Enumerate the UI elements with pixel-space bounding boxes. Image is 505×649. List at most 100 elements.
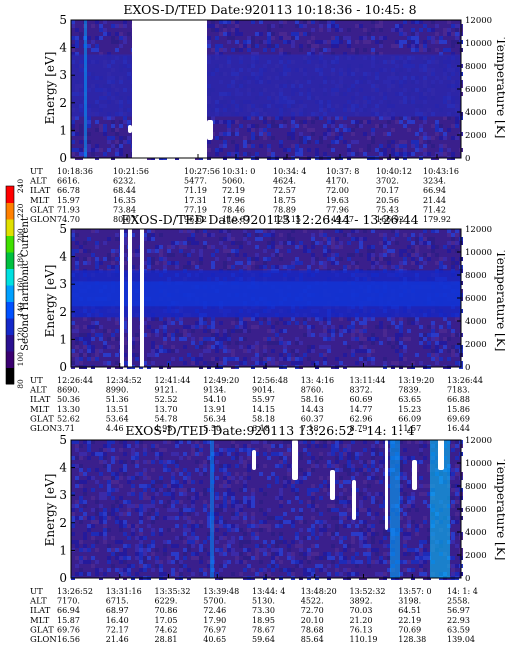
intensity-band (71, 54, 461, 117)
colorbar-cell (6, 219, 14, 236)
table-cell: 10:43:16 (423, 167, 459, 176)
table-cell: 15.97 (57, 196, 80, 205)
table-cell: 3.71 (57, 424, 75, 433)
table-cell: 16.35 (113, 196, 136, 205)
row-label: MLT (30, 196, 50, 206)
colorbar-tick-label: 100 (16, 352, 25, 367)
table-cell: 4522. (301, 597, 324, 606)
table-cell: 68.97 (106, 606, 129, 615)
table-cell: 10:37: 8 (326, 167, 359, 176)
colorbar-label: Second Harmonic Current (20, 217, 31, 351)
table-cell: 70.03 (350, 606, 373, 615)
colorbar: 80 100 120 140 160 180 200 220 240 Second Harmon… (5, 179, 31, 389)
table-cell: 69.69 (447, 414, 470, 423)
table-cell: 16.44 (447, 424, 470, 433)
y-tick-label: 1 (59, 123, 67, 137)
intensity-streak (84, 20, 87, 158)
y-right-tick-label: 10000 (465, 248, 492, 258)
y-right-tick-label: 8000 (465, 62, 487, 72)
table-cell: 3234. (423, 177, 446, 186)
table-cell: 18.95 (252, 616, 275, 625)
data-gap-blob (207, 120, 213, 140)
table-cell: 14.43 (301, 405, 324, 414)
row-label: GLON (30, 635, 57, 645)
table-cell: 13.51 (106, 405, 129, 414)
table-cell: 5477. (184, 177, 207, 186)
row-label: GLON (30, 424, 57, 434)
table-cell: 13:11:44 (350, 376, 386, 385)
table-cell: 28.81 (155, 635, 178, 644)
panel-2-title: EXOS-D/TED Date:920113 12:26:44 - 13:26:… (121, 212, 418, 227)
data-gap-blob (385, 440, 388, 530)
table-cell: 18.75 (273, 196, 296, 205)
colorbar-cell (6, 318, 14, 335)
table-cell: 166.92 (376, 215, 404, 224)
panel-3: EXOS-D/TED Date:920113 13:26:52 - 14: 1:… (29, 423, 505, 645)
table-cell: 13:35:32 (155, 587, 191, 596)
table-cell: 85.64 (301, 635, 324, 644)
table-cell: 73.84 (113, 205, 136, 214)
table-cell: 10:31: 0 (222, 167, 255, 176)
table-cell: 58.18 (252, 414, 275, 423)
table-cell: 68.44 (113, 186, 136, 195)
table-cell: 8760. (301, 386, 324, 395)
table-cell: 59.64 (252, 635, 275, 644)
table-cell: 73.30 (252, 606, 275, 615)
table-cell: 10:21:56 (113, 167, 149, 176)
table-cell: 8.79 (350, 424, 368, 433)
table-cell: 128.38 (398, 635, 426, 644)
data-gap (132, 20, 207, 158)
colorbar-tick-label: 180 (16, 253, 25, 268)
table-cell: 13:52:32 (350, 587, 386, 596)
table-cell: 66.94 (57, 606, 80, 615)
table-cell: 17.96 (222, 196, 245, 205)
table-cell: 40.65 (203, 635, 226, 644)
table-cell: 13:31:16 (106, 587, 142, 596)
table-cell: 5130. (252, 597, 275, 606)
table-cell: 56.34 (203, 414, 226, 423)
intensity-streak (430, 440, 450, 578)
panel-2: EXOS-D/TED Date:920113 12:26:44 - 13:26:… (29, 212, 505, 434)
orbit-table: UTALTILATMLTGLATGLON12:26:448690.50.3613… (29, 376, 483, 434)
table-cell: 13:26:44 (447, 376, 483, 385)
row-label: ILAT (30, 395, 51, 405)
row-label: GLON (30, 215, 57, 225)
row-label: ALT (29, 386, 47, 396)
table-cell: 110.19 (350, 635, 378, 644)
table-cell: 70.69 (398, 625, 421, 634)
table-cell: 55.97 (252, 395, 275, 404)
colorbar-tick-label: 80 (16, 379, 25, 389)
y-right-tick-label: 2000 (465, 551, 487, 561)
table-cell: 20.56 (376, 196, 399, 205)
data-gap-blob (128, 125, 132, 133)
data-gap-blob (438, 430, 444, 470)
table-cell: 17.05 (155, 616, 178, 625)
table-cell: 12:49:20 (203, 376, 239, 385)
table-cell: 69.76 (57, 625, 80, 634)
table-cell: 22.93 (447, 616, 470, 625)
row-label: GLAT (30, 205, 54, 215)
table-cell: 51.36 (106, 395, 129, 404)
data-gap (140, 229, 144, 367)
table-cell: 78.46 (222, 205, 245, 214)
table-cell: 50.36 (57, 395, 80, 404)
table-cell: 7170. (57, 597, 80, 606)
panel-1: EXOS-D/TED Date:920113 10:18:36 - 10:45:… (29, 2, 505, 225)
table-cell: 21.46 (106, 635, 129, 644)
table-cell: 52.52 (155, 395, 178, 404)
table-cell: 12:34:52 (106, 376, 142, 385)
panel-1-title: EXOS-D/TED Date:920113 10:18:36 - 10:45:… (123, 2, 416, 17)
colorbar-cell (6, 351, 14, 368)
table-cell: 10:27:56 (184, 167, 220, 176)
y-right-tick-label: 4000 (465, 317, 487, 327)
table-cell: 72.17 (106, 625, 129, 634)
y-right-tick-label: 0 (465, 363, 470, 373)
table-cell: 71.93 (57, 205, 80, 214)
table-cell: 63.65 (398, 395, 421, 404)
table-cell: 6616. (57, 177, 80, 186)
table-cell: 77.96 (326, 205, 349, 214)
table-cell: 54.10 (203, 395, 226, 404)
table-cell: 4170. (326, 177, 349, 186)
table-cell: 13:39:48 (203, 587, 239, 596)
